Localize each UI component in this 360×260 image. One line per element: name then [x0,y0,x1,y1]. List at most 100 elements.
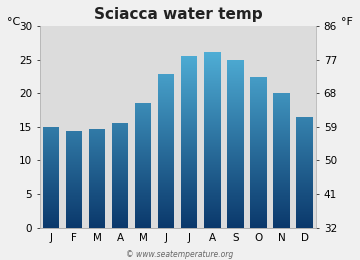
Bar [158,121,175,122]
Bar [158,172,175,173]
Bar [228,117,243,118]
Bar [135,130,152,131]
Bar [228,74,243,75]
Bar [158,225,175,226]
Bar [181,168,198,169]
Bar [112,131,129,132]
Bar [89,226,105,227]
Bar [89,197,105,198]
Bar [66,145,82,146]
Bar [66,192,82,193]
Bar [228,100,243,101]
Bar [274,189,289,190]
Bar [274,112,289,113]
Bar [181,184,198,185]
Bar [43,182,59,183]
Bar [204,165,221,166]
Bar [89,149,105,150]
Bar [66,197,82,198]
Bar [274,193,289,194]
Bar [66,148,82,149]
Bar [135,134,152,135]
Bar [274,154,289,155]
Bar [89,150,105,151]
Bar [274,219,289,220]
Bar [204,223,221,224]
Bar [89,166,105,167]
Bar [158,110,175,112]
Bar [204,171,221,172]
Bar [135,146,152,147]
Bar [251,198,266,199]
Bar [251,202,266,203]
Bar [89,210,105,211]
Bar [297,221,312,222]
Bar [135,198,152,199]
Bar [228,73,243,74]
Bar [158,116,175,117]
Bar [228,65,243,66]
Bar [181,142,198,143]
Bar [251,81,266,82]
Bar [181,212,198,213]
Bar [135,157,152,158]
Bar [274,173,289,174]
Bar [204,77,221,78]
Bar [135,185,152,186]
Bar [251,153,266,154]
Bar [251,87,266,88]
Bar [112,168,129,169]
Bar [181,120,198,121]
Bar [43,171,59,172]
Bar [204,155,221,156]
Bar [43,210,59,211]
Bar [181,216,198,217]
Bar [135,144,152,145]
Bar [89,174,105,175]
Bar [135,163,152,164]
Bar [274,149,289,150]
Bar [89,194,105,196]
Bar [228,122,243,123]
Bar [158,188,175,190]
Bar [135,155,152,156]
Bar [297,171,312,172]
Bar [66,223,82,224]
Bar [274,139,289,140]
Bar [181,81,198,82]
Bar [158,90,175,92]
Bar [297,212,312,213]
Bar [251,100,266,101]
Bar [135,173,152,174]
Bar [158,194,175,196]
Bar [89,164,105,165]
Bar [274,211,289,212]
Bar [274,93,289,95]
Bar [228,209,243,210]
Bar [228,64,243,65]
Bar [251,155,266,156]
Bar [112,158,129,159]
Bar [204,112,221,113]
Bar [135,171,152,172]
Bar [43,194,59,196]
Bar [251,88,266,89]
Bar [274,168,289,169]
Bar [135,106,152,107]
Bar [181,190,198,191]
Bar [181,205,198,207]
Bar [135,116,152,117]
Bar [297,193,312,194]
Bar [274,116,289,117]
Bar [158,151,175,152]
Bar [135,142,152,143]
Bar [297,161,312,162]
Bar [112,159,129,160]
Bar [228,179,243,180]
Bar [274,127,289,128]
Bar [297,192,312,193]
Bar [181,214,198,215]
Bar [251,194,266,196]
Bar [181,182,198,183]
Bar [204,135,221,136]
